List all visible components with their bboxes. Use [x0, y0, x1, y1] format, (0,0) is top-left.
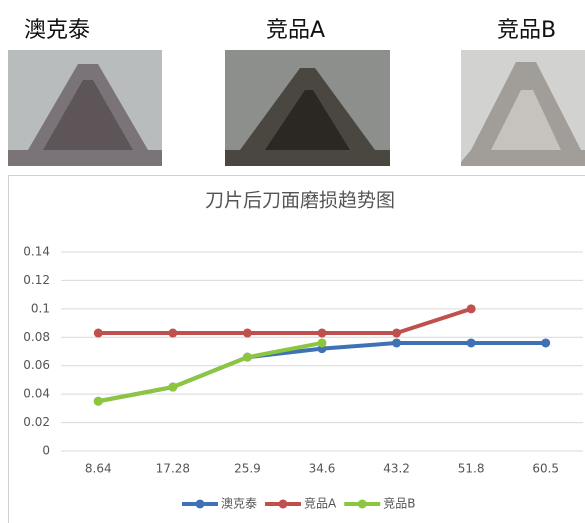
series-line — [98, 306, 472, 336]
y-tick-label: 0.06 — [23, 358, 50, 372]
x-tick-label: 60.5 — [532, 462, 559, 476]
point — [242, 352, 252, 362]
point — [93, 328, 103, 338]
x-tick-label: 34.6 — [309, 462, 336, 476]
point — [93, 396, 103, 406]
point — [317, 328, 327, 338]
photo-label: 竞品B — [497, 18, 557, 43]
point — [242, 328, 252, 338]
photo — [8, 50, 162, 166]
photo — [461, 50, 585, 166]
point — [168, 328, 178, 338]
chart-title: 刀片后刀面磨损趋势图 — [205, 190, 395, 212]
y-tick-label: 0.1 — [31, 301, 50, 315]
point — [168, 382, 178, 392]
x-tick-label: 8.64 — [85, 462, 112, 476]
point — [466, 304, 476, 314]
y-tick-label: 0 — [42, 444, 50, 458]
photo-label: 澳克泰 — [24, 18, 91, 43]
legend-label: 竞品A — [304, 497, 337, 511]
legend-label: 澳克泰 — [221, 497, 257, 511]
legend-marker — [278, 499, 288, 509]
photo-label: 竞品A — [266, 18, 326, 43]
y-tick-label: 0.12 — [23, 273, 50, 287]
legend-label: 竞品B — [383, 497, 415, 511]
y-tick-label: 0.08 — [23, 330, 50, 344]
x-tick-label: 17.28 — [156, 462, 190, 476]
point — [392, 338, 402, 348]
legend-marker — [195, 499, 205, 509]
x-tick-label: 43.2 — [383, 462, 410, 476]
point — [317, 338, 327, 348]
y-tick-label: 0.04 — [23, 387, 50, 401]
point — [466, 338, 476, 348]
series-line — [97, 341, 323, 404]
photo — [225, 50, 390, 166]
point — [541, 338, 551, 348]
y-tick-label: 0.02 — [23, 415, 50, 429]
point — [392, 328, 402, 338]
x-tick-label: 25.9 — [234, 462, 261, 476]
y-tick-label: 0.14 — [23, 245, 50, 259]
x-tick-label: 51.8 — [458, 462, 485, 476]
legend-marker — [357, 499, 367, 509]
